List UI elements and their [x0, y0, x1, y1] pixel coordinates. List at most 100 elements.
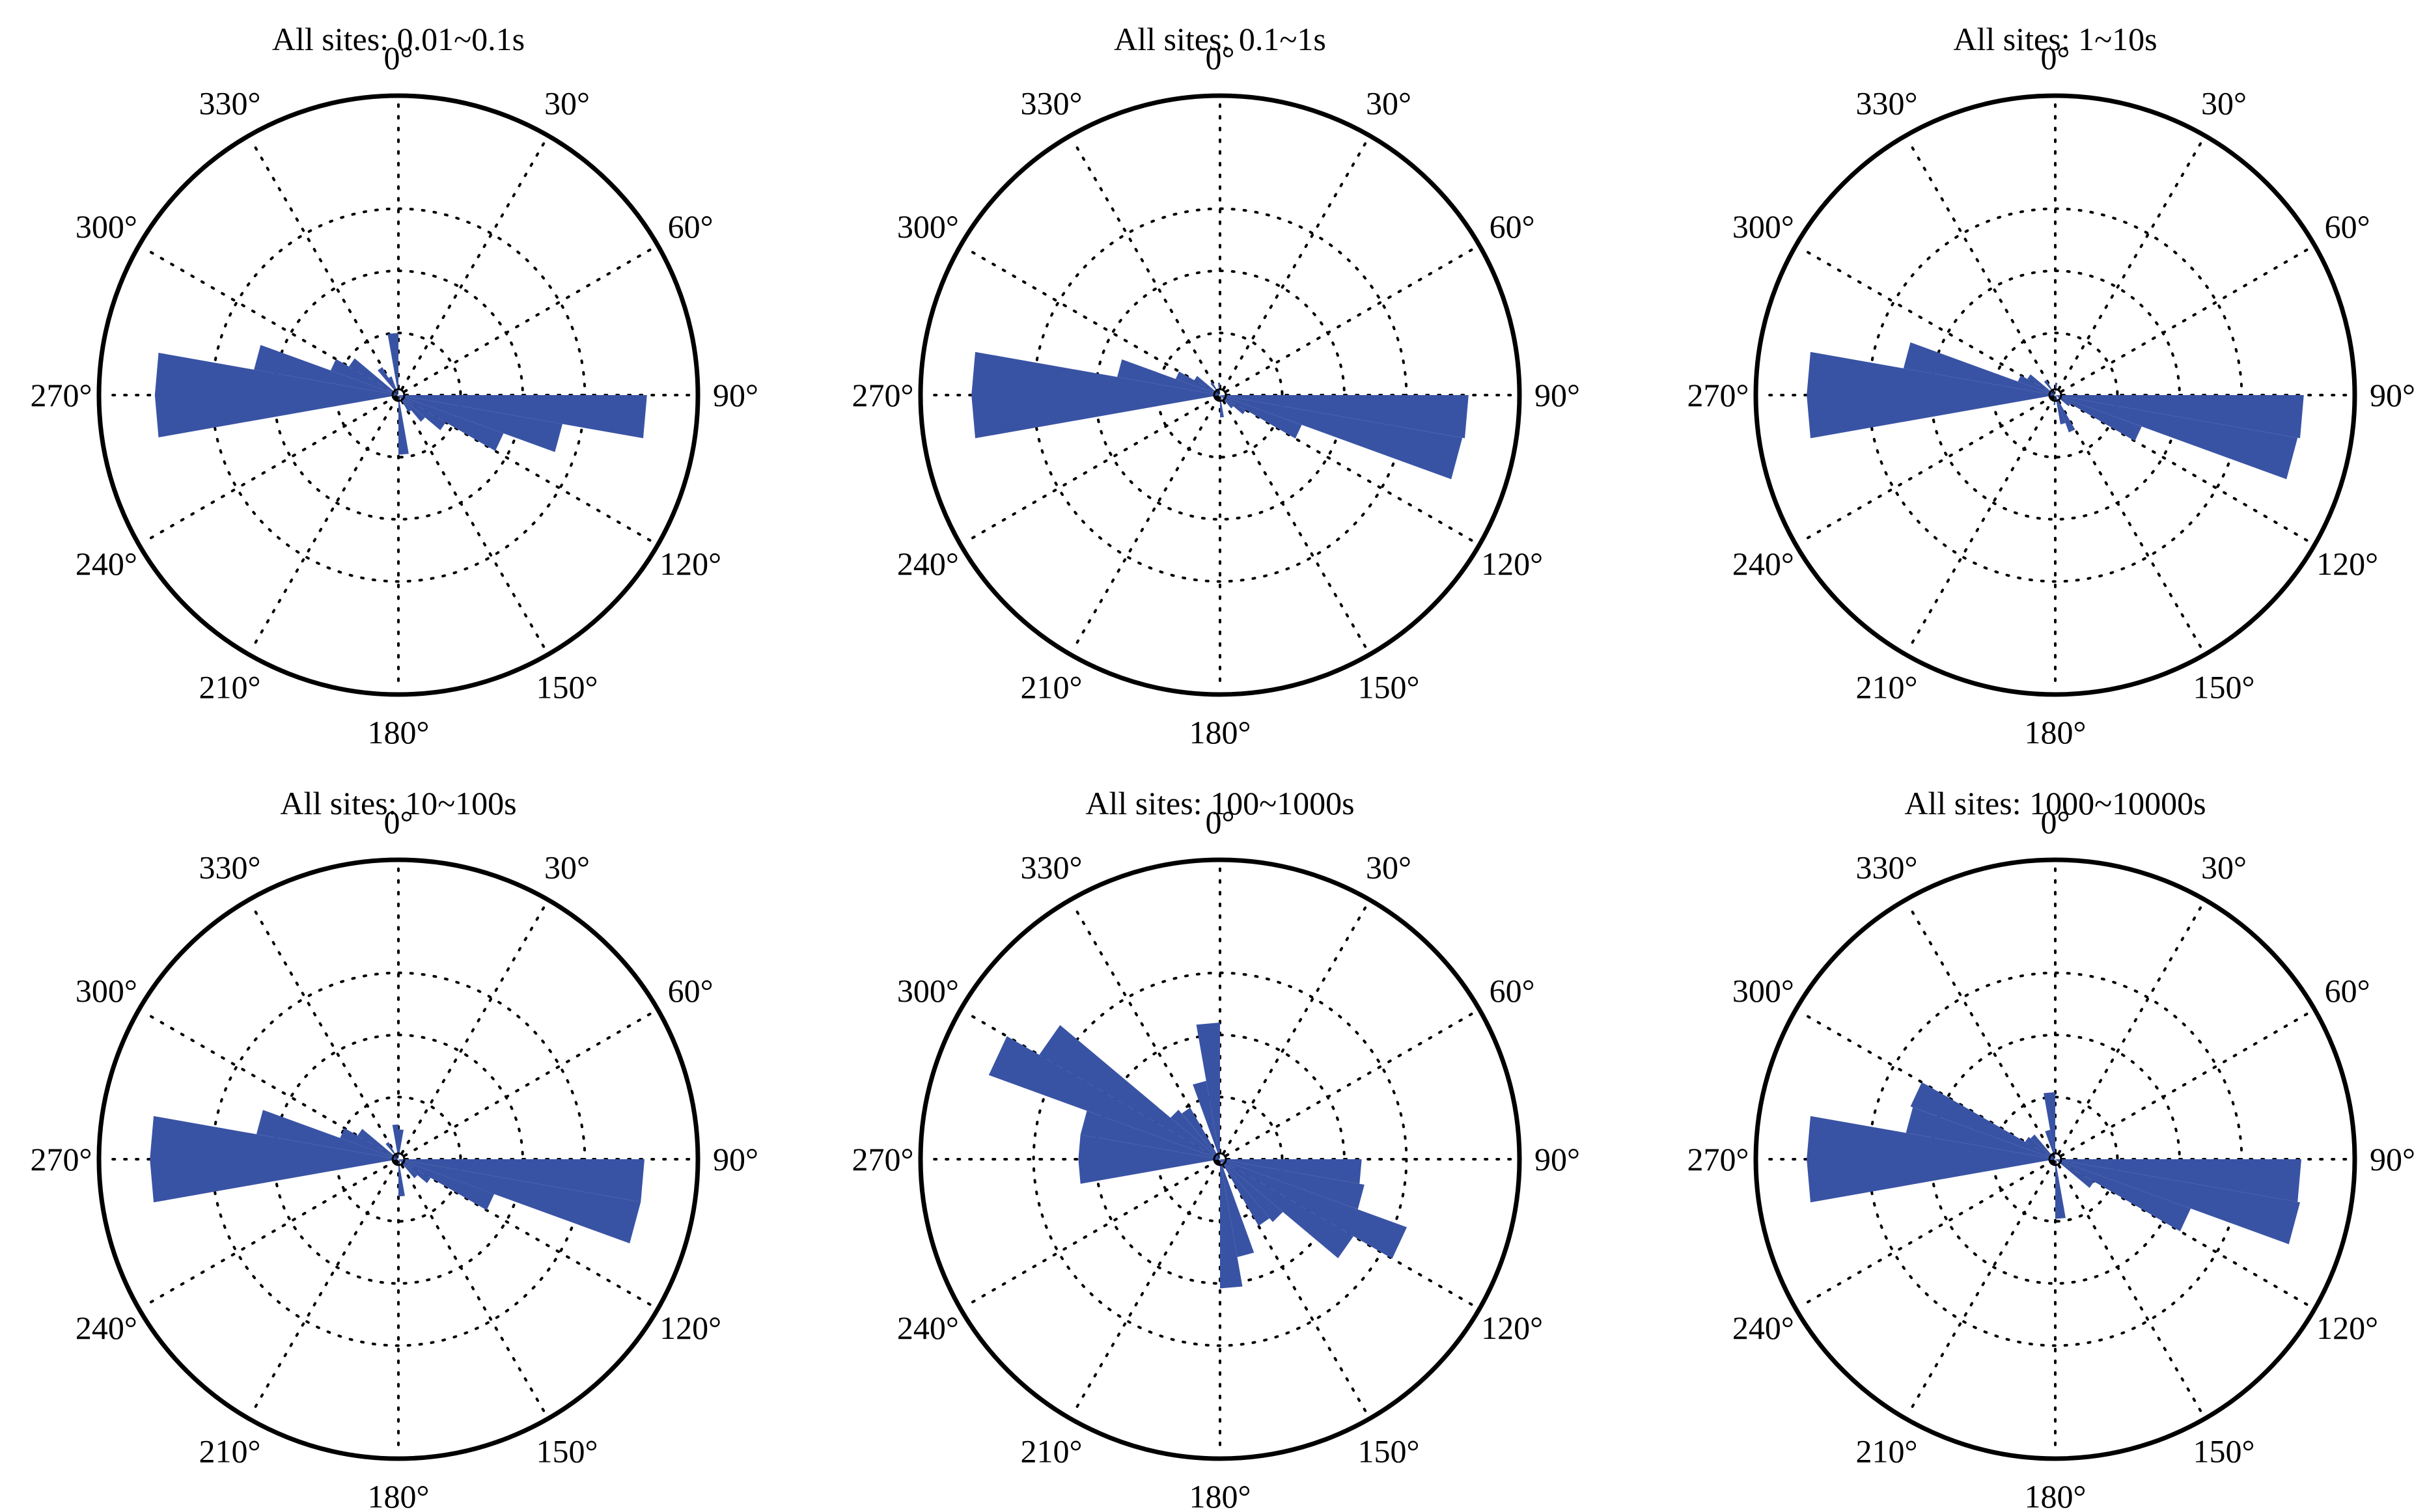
angle-label-240: 240°: [897, 1310, 959, 1346]
angle-label-210: 210°: [1021, 1433, 1083, 1470]
petal-300-310: [357, 1129, 398, 1159]
petal-270-280: [971, 351, 1220, 395]
petal-110-120: [1220, 1159, 1408, 1259]
angle-label-180: 180°: [368, 714, 430, 750]
petals: [1807, 342, 2304, 480]
outer-frame: [96, 93, 700, 697]
rose-panel-1: All sites: 0.01~0.1s0° 30° 60° 90° 120° 150° 1…: [31, 21, 759, 750]
angle-label-270: 270°: [1687, 377, 1749, 413]
petal-130-140: [398, 395, 425, 422]
angle-label-300: 300°: [76, 208, 137, 245]
grid-spoke: [967, 248, 1473, 542]
panel-title: All sites: 0.01~0.1s: [272, 21, 525, 57]
angle-label-180: 180°: [1189, 1478, 1251, 1512]
petal-320-330: [378, 367, 398, 395]
petal-170-180: [398, 395, 409, 455]
angle-label-240: 240°: [76, 1310, 137, 1346]
petal-130-140: [1220, 1159, 1283, 1222]
outer-frame: [1753, 857, 2357, 1461]
grid-spoke: [967, 248, 1473, 542]
petal-140-150: [1220, 1159, 1270, 1226]
angle-label-0: 0°: [384, 40, 413, 76]
angle-label-90: 90°: [2370, 377, 2415, 413]
angle-label-0: 0°: [1206, 804, 1235, 840]
angle-label-180: 180°: [1189, 714, 1251, 750]
grid-spoke: [1073, 906, 1367, 1412]
outer-frame: [96, 857, 700, 1461]
grid-spoke: [967, 1012, 1473, 1306]
grid-spoke: [145, 248, 652, 542]
angle-label-0: 0°: [2041, 40, 2070, 76]
angle-labels: 0° 30° 60° 90° 120° 150° 180° 210° 240° 270° 300° 3…: [852, 804, 1581, 1512]
angle-label-30: 30°: [544, 849, 590, 885]
angle-label-150: 150°: [1358, 1433, 1420, 1470]
grid-spoke: [145, 1012, 652, 1306]
angle-label-120: 120°: [659, 545, 721, 582]
petal-280-290: [256, 1110, 398, 1159]
petal-280-290: [1117, 359, 1220, 395]
petal-160-170: [2055, 395, 2066, 425]
grid-spoke: [1908, 142, 2202, 648]
angle-label-30: 30°: [1366, 849, 1411, 885]
grid-spoke: [251, 142, 546, 648]
petal-120-130: [2055, 1159, 2094, 1189]
petal-170-180: [398, 1159, 405, 1197]
angle-label-240: 240°: [897, 545, 959, 582]
grid-spoke: [1908, 142, 2202, 648]
petals: [971, 351, 1469, 480]
grid-spoke: [1908, 906, 2202, 1412]
angle-label-330: 330°: [1856, 85, 1918, 121]
petal-280-290: [1080, 1110, 1220, 1159]
angle-label-60: 60°: [2325, 972, 2370, 1009]
petal-340-350: [1193, 1080, 1220, 1159]
petals: [1807, 1082, 2301, 1244]
center-marker: [1213, 388, 1227, 402]
petal-170-180: [1220, 1159, 1243, 1289]
petal-120-130: [2055, 395, 2071, 407]
grid-spoke: [1073, 142, 1367, 648]
petal-150-160: [2055, 395, 2075, 433]
angle-label-30: 30°: [544, 85, 590, 121]
petal-290-300: [330, 359, 398, 395]
petal-320-330: [2044, 379, 2055, 395]
outer-frame: [918, 93, 1522, 697]
angle-label-90: 90°: [713, 377, 758, 413]
angle-label-120: 120°: [1481, 545, 1543, 582]
petal-310-320: [1170, 1109, 1220, 1159]
grid-spoke: [1802, 248, 2309, 542]
outer-frame: [918, 857, 1522, 1461]
angle-label-120: 120°: [1481, 1310, 1543, 1346]
angle-label-150: 150°: [1358, 669, 1420, 706]
angle-label-180: 180°: [368, 1478, 430, 1512]
petal-260-270: [971, 395, 1220, 439]
petal-90-100: [1220, 1159, 1362, 1184]
petal-100-110: [2055, 1159, 2300, 1244]
angle-label-330: 330°: [1856, 849, 1918, 885]
petal-320-330: [1210, 382, 1220, 395]
petal-90-100: [398, 395, 647, 439]
petal-290-300: [1175, 371, 1220, 395]
petal-100-110: [1220, 1159, 1365, 1210]
petal-260-270: [1807, 1159, 2055, 1203]
angle-label-300: 300°: [1732, 972, 1794, 1009]
angle-label-0: 0°: [384, 804, 413, 840]
petal-320-330: [1182, 1107, 1220, 1159]
panel-title: All sites: 0.1~1s: [1114, 21, 1326, 57]
grid-spoke: [967, 1012, 1473, 1306]
angle-label-240: 240°: [76, 545, 137, 582]
grid-spoke: [251, 142, 546, 648]
petal-120-130: [1220, 1159, 1353, 1259]
petal-90-100: [398, 1159, 645, 1202]
petal-300-310: [2025, 1136, 2055, 1159]
grid-spoke: [251, 906, 546, 1412]
angle-label-330: 330°: [1021, 85, 1083, 121]
angle-label-60: 60°: [2325, 208, 2370, 245]
petal-270-280: [1078, 1134, 1220, 1159]
petal-130-140: [1220, 395, 1234, 409]
angle-label-120: 120°: [659, 1310, 721, 1346]
angle-label-180: 180°: [2025, 1478, 2087, 1512]
panel-title: All sites: 1~10s: [1953, 21, 2157, 57]
petals: [988, 1023, 1408, 1289]
